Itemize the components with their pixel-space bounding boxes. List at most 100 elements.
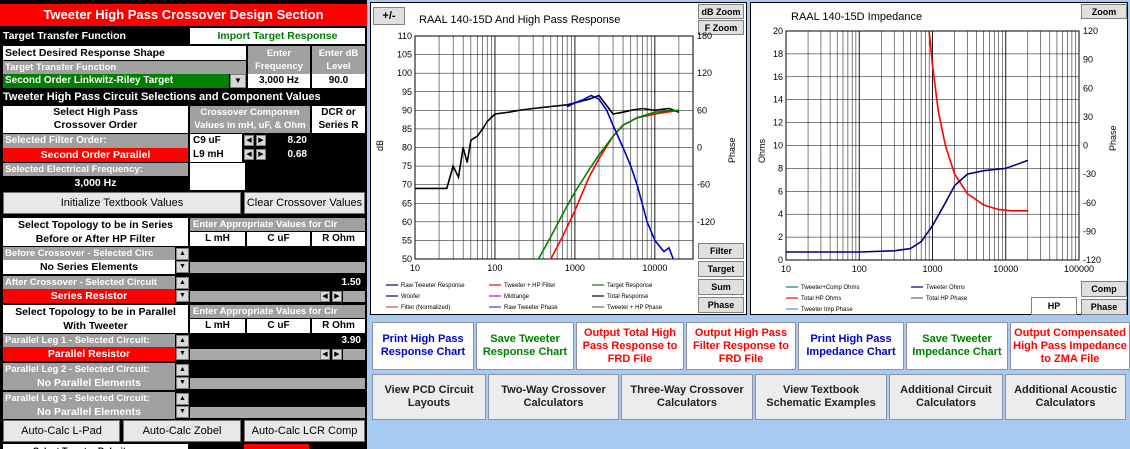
calculator-button-three-way-crossover-calculators[interactable]: Three-Way Crossover Calculators [621,374,753,420]
y2-tick-label: 0 [697,143,702,153]
output-button-output-high-pass-filter-response-to-frd-file[interactable]: Output High Pass Filter Response to FRD … [686,322,796,370]
before-up-icon[interactable]: ▲ [176,248,189,260]
init-textbook-button[interactable]: Initialize Textbook Values [3,192,241,214]
response-chart-title: RAAL 140-15D And High Pass Response [419,14,621,26]
filter-order-row: Selected Filter Order: C9 uF ◀ ▶ 8.20 [0,134,367,148]
phase-button-response[interactable]: Phase [698,297,744,313]
plot-frame [785,30,1080,261]
leg1-down-icon[interactable]: ▼ [176,348,189,360]
plus-minus-button[interactable]: +/- [373,7,405,25]
leg1-increase-icon[interactable]: ▶ [332,349,342,360]
filter-order-value[interactable]: Second Order Parallel [3,148,188,162]
col-r-header: R Ohm [312,232,365,246]
autocalc-zobel-button[interactable]: Auto-Calc Zobel [123,420,241,442]
clear-crossover-button[interactable]: Clear Crossover Values [244,192,365,214]
l9-decrease-icon[interactable]: ◀ [244,149,254,160]
leg2-up-icon[interactable]: ▲ [176,364,189,376]
comp-button[interactable]: Comp [1081,281,1127,297]
target-dropdown-icon[interactable]: ▼ [230,74,246,88]
after-r-value[interactable]: 1.50 [341,277,361,288]
target-transfer-label: Target Transfer Function [3,30,126,42]
after-r-increase-icon[interactable]: ▶ [332,291,342,302]
leg1-scroll-track[interactable] [190,349,320,360]
y-tick-label: 8 [778,163,783,173]
calculator-button-view-pcd-circuit-layouts[interactable]: View PCD Circuit Layouts [372,374,486,420]
output-button-output-total-high-pass-response-to-frd-file[interactable]: Output Total High Pass Response to FRD F… [576,322,684,370]
leg2-down-icon[interactable]: ▼ [176,377,189,389]
leg1-value[interactable]: Parallel Resistor [3,347,175,361]
sum-button[interactable]: Sum [698,279,744,295]
leg2-scroll-track[interactable] [190,378,365,389]
response-legend: Raw Tweeter Response Tweeter + HP Filter T… [386,283,663,311]
target-button[interactable]: Target [698,261,744,277]
legend-label: Total HP Phase [926,296,968,302]
parallel-leg1-row: Parallel Leg 1 - Selected Circuit: Paral… [0,334,367,362]
l9-increase-icon[interactable]: ▶ [256,149,266,160]
c9-decrease-icon[interactable]: ◀ [244,135,254,146]
calculator-button-additional-acoustic-calculators[interactable]: Additional Acoustic Calculators [1005,374,1126,420]
after-scroll-track[interactable] [190,291,320,302]
leg1-up-icon[interactable]: ▲ [176,335,189,347]
import-target-button[interactable]: Import Target Response [190,28,365,44]
f-zoom-button[interactable]: F Zoom [698,20,744,35]
leg3-up-icon[interactable]: ▲ [176,393,189,405]
series-topology-header: Select Topology to be in Series Before o… [0,218,367,246]
parallel-topology-header: Select Topology to be in Parallel With T… [0,305,367,333]
leg3-down-icon[interactable]: ▼ [176,406,189,418]
y-tick-label: 16 [773,72,783,82]
x-tick-label: 10000 [642,263,667,273]
leg3-scroll-track[interactable] [190,407,365,418]
after-r-decrease-icon[interactable]: ◀ [320,291,330,302]
y2-tick-label: 60 [1083,83,1093,93]
impedance-legend: Tweeter+Comp Ohms Tweeter Ohms Total HP Oh… [786,285,968,313]
leg3-value[interactable]: No Parallel Elements [3,405,175,419]
output-button-print-high-pass-response-chart[interactable]: Print High Pass Response Chart [372,322,474,370]
hp-order-header-row: Select High Pass Crossover Order Crossov… [0,106,367,133]
before-crossover-row: Before Crossover - Selected Circ No Seri… [0,247,367,275]
calculator-button-two-way-crossover-calculators[interactable]: Two-Way Crossover Calculators [488,374,619,420]
autocalc-lpad-button[interactable]: Auto-Calc L-Pad [3,420,120,442]
y2-tick-label: 120 [1083,26,1098,36]
c9-increase-icon[interactable]: ▶ [256,135,266,146]
select-shape-label: Select Desired Response Shape [3,46,246,60]
before-down-icon[interactable]: ▼ [176,261,189,273]
calculator-button-view-textbook-schematic-examples[interactable]: View Textbook Schematic Examples [755,374,887,420]
blank-cell [190,163,245,190]
impedance-chart-panel: RAAL 140-15D Impedance Zoom Ohms Phase T… [750,2,1128,315]
legend-label: Tweeter+Comp Ohms [801,285,860,291]
after-down-icon[interactable]: ▼ [176,290,189,302]
selected-elec-freq-label: Selected Electrical Frequency: [3,163,188,176]
output-button-save-tweeter-response-chart[interactable]: Save Tweeter Response Chart [476,322,574,370]
filter-order-value-row: Second Order Parallel L9 mH ◀ ▶ 0.68 [0,148,367,162]
leg1-r-value[interactable]: 3.90 [341,335,361,346]
dcr-line1: DCR or [321,107,356,118]
frequency-input[interactable]: 3,000 Hz [248,74,310,88]
before-crossover-value[interactable]: No Series Elements [3,260,175,274]
before-scroll-track[interactable] [190,262,365,273]
legend-label: Tweeter Imp Phase [801,307,853,313]
y-tick-label: 12 [773,118,783,128]
leg2-value[interactable]: No Parallel Elements [3,376,175,390]
x-tick-label: 1000 [922,264,942,274]
after-crossover-value[interactable]: Series Resistor [3,289,175,303]
enter-values-series-label: Enter Appropriate Values for Cir [190,218,365,231]
hp-button[interactable]: HP [1031,297,1077,315]
y-tick-label: 90 [402,105,412,115]
l9-value[interactable]: 0.68 [287,149,307,160]
calculator-button-additional-circuit-calculators[interactable]: Additional Circuit Calculators [889,374,1003,420]
output-button-output-compensated-high-pass-impedance-to-zma-file[interactable]: Output Compensated High Pass Impedance t… [1010,322,1130,370]
before-crossover-label: Before Crossover - Selected Circ [3,247,175,260]
c9-value[interactable]: 8.20 [287,135,307,146]
db-zoom-button[interactable]: dB Zoom [698,4,744,19]
zoom-button[interactable]: Zoom [1081,4,1127,19]
phase-button-impedance[interactable]: Phase [1081,299,1127,315]
autocalc-lcr-button[interactable]: Auto-Calc LCR Comp [244,420,365,442]
after-up-icon[interactable]: ▲ [176,277,189,289]
db-input[interactable]: 90.0 [312,74,365,88]
output-button-print-high-pass-impedance-chart[interactable]: Print High Pass Impedance Chart [798,322,904,370]
leg1-decrease-icon[interactable]: ◀ [320,349,330,360]
target-value[interactable]: Second Order Linkwitz-Riley Target [3,74,229,88]
y-tick-label: 10 [773,141,783,151]
output-button-save-tweeter-impedance-chart[interactable]: Save Tweeter Impedance Chart [906,322,1008,370]
filter-button[interactable]: Filter [698,243,744,259]
